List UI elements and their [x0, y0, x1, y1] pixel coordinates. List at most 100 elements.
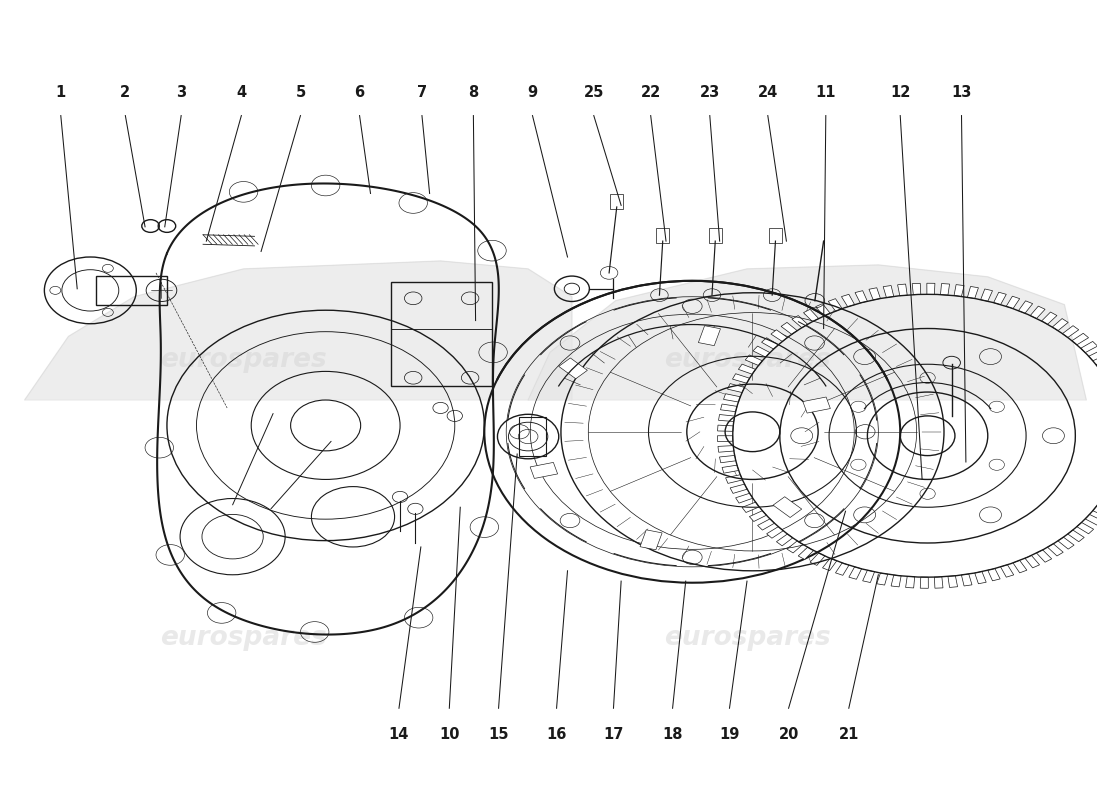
Polygon shape: [761, 338, 779, 349]
Polygon shape: [934, 577, 943, 588]
Polygon shape: [975, 571, 987, 584]
Polygon shape: [736, 494, 752, 503]
Text: 19: 19: [719, 727, 739, 742]
Polygon shape: [883, 286, 894, 298]
Polygon shape: [1089, 350, 1100, 361]
Text: 23: 23: [700, 85, 719, 100]
Text: 3: 3: [176, 85, 186, 100]
Polygon shape: [898, 284, 907, 296]
Polygon shape: [1013, 560, 1027, 573]
Polygon shape: [877, 573, 888, 585]
Polygon shape: [810, 553, 825, 566]
Polygon shape: [1047, 544, 1064, 556]
Text: 11: 11: [815, 85, 836, 100]
Polygon shape: [1068, 530, 1085, 542]
Polygon shape: [754, 346, 770, 357]
Polygon shape: [1025, 555, 1040, 568]
Polygon shape: [1001, 565, 1014, 577]
Polygon shape: [722, 465, 739, 473]
Text: 7: 7: [417, 85, 427, 100]
Bar: [392, 282, 492, 386]
Polygon shape: [1058, 537, 1074, 549]
Text: eurospares: eurospares: [161, 626, 327, 651]
Polygon shape: [742, 502, 759, 513]
Bar: [519, 418, 546, 456]
Polygon shape: [862, 570, 874, 582]
Polygon shape: [1036, 550, 1052, 562]
Bar: [610, 194, 624, 209]
Polygon shape: [1092, 506, 1100, 517]
Polygon shape: [749, 510, 767, 522]
Polygon shape: [745, 355, 762, 366]
Text: 5: 5: [295, 85, 306, 100]
Polygon shape: [905, 576, 915, 588]
Polygon shape: [954, 285, 964, 297]
Polygon shape: [1006, 296, 1020, 309]
Polygon shape: [727, 383, 745, 393]
Polygon shape: [815, 304, 830, 316]
Text: eurospares: eurospares: [161, 347, 327, 374]
Polygon shape: [940, 283, 949, 295]
Polygon shape: [758, 519, 774, 530]
Polygon shape: [724, 394, 740, 402]
Polygon shape: [1086, 514, 1100, 526]
Polygon shape: [993, 292, 1007, 305]
Text: 8: 8: [469, 85, 478, 100]
Polygon shape: [828, 298, 843, 311]
Polygon shape: [719, 455, 736, 462]
Text: 13: 13: [952, 85, 971, 100]
Text: eurospares: eurospares: [663, 347, 830, 374]
Polygon shape: [855, 290, 868, 303]
Polygon shape: [912, 283, 921, 294]
Polygon shape: [720, 404, 737, 412]
Polygon shape: [771, 330, 788, 342]
Text: 16: 16: [547, 727, 567, 742]
Polygon shape: [738, 364, 756, 374]
Text: 20: 20: [779, 727, 799, 742]
Polygon shape: [777, 534, 793, 546]
Polygon shape: [786, 541, 803, 553]
Polygon shape: [717, 425, 734, 431]
Polygon shape: [1077, 522, 1093, 534]
Polygon shape: [849, 567, 861, 579]
Polygon shape: [781, 322, 798, 334]
Polygon shape: [948, 576, 958, 587]
Text: 24: 24: [758, 85, 778, 100]
Polygon shape: [717, 436, 733, 442]
Polygon shape: [1053, 318, 1068, 330]
Bar: [96, 276, 167, 305]
Polygon shape: [726, 474, 742, 483]
Text: 6: 6: [354, 85, 364, 100]
Text: 18: 18: [662, 727, 683, 742]
Text: 2: 2: [120, 85, 131, 100]
Text: 22: 22: [640, 85, 661, 100]
Bar: [708, 229, 722, 242]
Bar: [769, 229, 782, 242]
Text: 9: 9: [527, 85, 538, 100]
Polygon shape: [836, 563, 849, 575]
Polygon shape: [767, 526, 783, 538]
Text: 14: 14: [388, 727, 409, 742]
Bar: [640, 530, 662, 550]
Text: 12: 12: [890, 85, 911, 100]
Bar: [773, 497, 802, 518]
Polygon shape: [921, 577, 928, 588]
Bar: [803, 397, 830, 413]
Polygon shape: [799, 547, 814, 559]
Text: 25: 25: [584, 85, 604, 100]
Polygon shape: [1031, 306, 1045, 318]
Polygon shape: [803, 310, 818, 322]
Text: 21: 21: [838, 727, 859, 742]
Text: 10: 10: [439, 727, 460, 742]
Polygon shape: [718, 414, 735, 422]
Polygon shape: [1042, 312, 1057, 324]
Polygon shape: [1063, 326, 1079, 338]
Bar: [657, 229, 669, 242]
Polygon shape: [718, 446, 734, 452]
Text: eurospares: eurospares: [663, 626, 830, 651]
Polygon shape: [1096, 359, 1100, 370]
Text: 1: 1: [56, 85, 66, 100]
Polygon shape: [891, 575, 901, 587]
Polygon shape: [988, 569, 1000, 581]
Bar: [698, 326, 720, 346]
